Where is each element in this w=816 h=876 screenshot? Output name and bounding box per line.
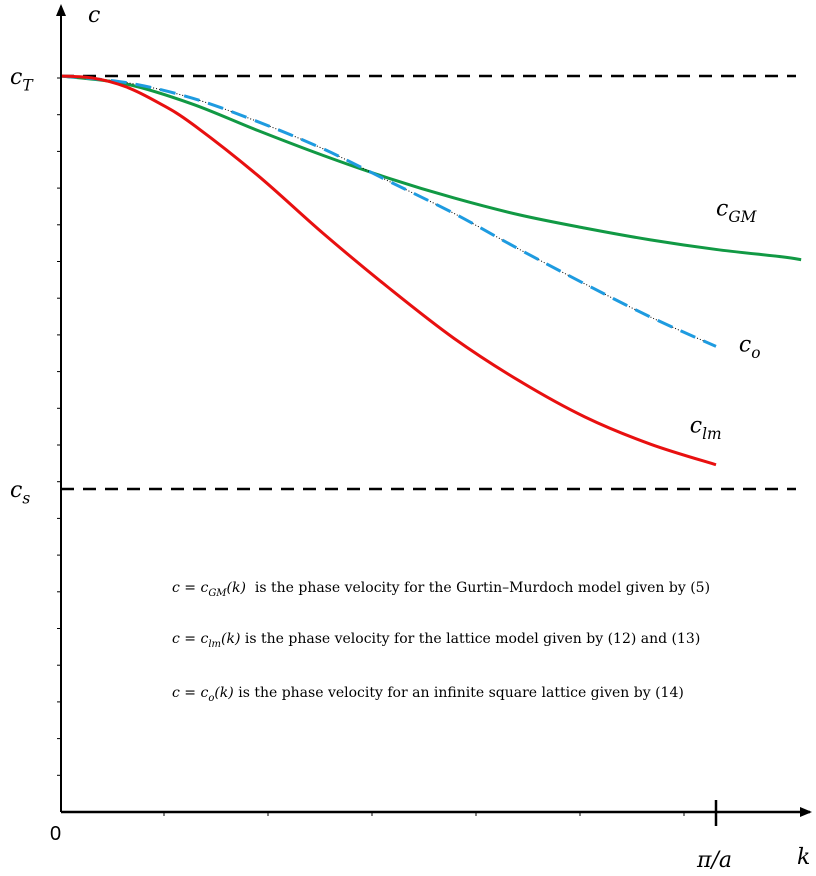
annotation-sub: lm (208, 639, 221, 650)
annotation-math: c = c (172, 631, 208, 647)
reference-label-t: cT (10, 65, 34, 95)
series-label-lm-sub: lm (702, 425, 722, 443)
annotation-math: c = c (172, 580, 208, 596)
series-line-gm (60, 74, 802, 262)
annotation-2: c = co(k) is the phase velocity for an i… (172, 685, 684, 704)
annotation-text: is the phase velocity for the lattice mo… (240, 631, 700, 647)
series-label-gm-sub: GM (728, 208, 757, 226)
x-axis-label: k (797, 845, 810, 870)
series-label-gm-base: c (716, 197, 728, 222)
series-label-lm: clm (690, 413, 722, 443)
series-label-o-sub: o (751, 344, 760, 362)
series-label-o-base: c (739, 333, 751, 358)
origin-label: 0 (50, 823, 61, 845)
annotation-text: is the phase velocity for the Gurtin–Mur… (246, 580, 710, 596)
annotation-0: c = cGM(k) is the phase velocity for the… (172, 580, 710, 599)
series-group (60, 74, 802, 467)
annotation-arg: (k) (214, 685, 233, 701)
annotation-arg: (k) (227, 580, 246, 596)
annotation-sub: o (208, 693, 214, 704)
reference-label-t-base: c (10, 65, 22, 90)
annotation-arg: (k) (221, 631, 240, 647)
series-label-gm: cGM (716, 197, 758, 227)
annotation-1: c = clm(k) is the phase velocity for the… (172, 631, 700, 650)
series-line-o-dotted (60, 75, 717, 347)
reference-label-s: cs (10, 478, 30, 508)
series-line-o (60, 74, 717, 348)
series-label-o: co (739, 333, 761, 363)
annotation-sub: GM (208, 588, 227, 599)
annotation-text: is the phase velocity for an infinite sq… (234, 685, 684, 701)
reference-lines (61, 74, 796, 491)
y-axis-label: c (88, 3, 100, 28)
reference-label-s-base: c (10, 478, 22, 503)
x-tick-label-pi-over-a: π/a (696, 848, 732, 873)
reference-label-t-sub: T (22, 77, 34, 95)
minor-ticks (57, 77, 685, 816)
legend-annotations: c = cGM(k) is the phase velocity for the… (172, 580, 710, 704)
annotation-math: c = c (172, 685, 208, 701)
reference-label-s-sub: s (22, 490, 30, 508)
series-label-lm-base: c (690, 413, 702, 438)
series-line-lm (60, 74, 717, 467)
